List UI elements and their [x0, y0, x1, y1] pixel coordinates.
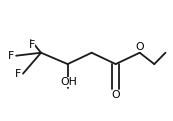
Text: F: F: [29, 40, 35, 50]
Text: OH: OH: [60, 77, 77, 87]
Text: O: O: [111, 90, 120, 100]
Text: F: F: [15, 69, 21, 79]
Text: F: F: [8, 51, 14, 61]
Text: O: O: [135, 42, 144, 52]
